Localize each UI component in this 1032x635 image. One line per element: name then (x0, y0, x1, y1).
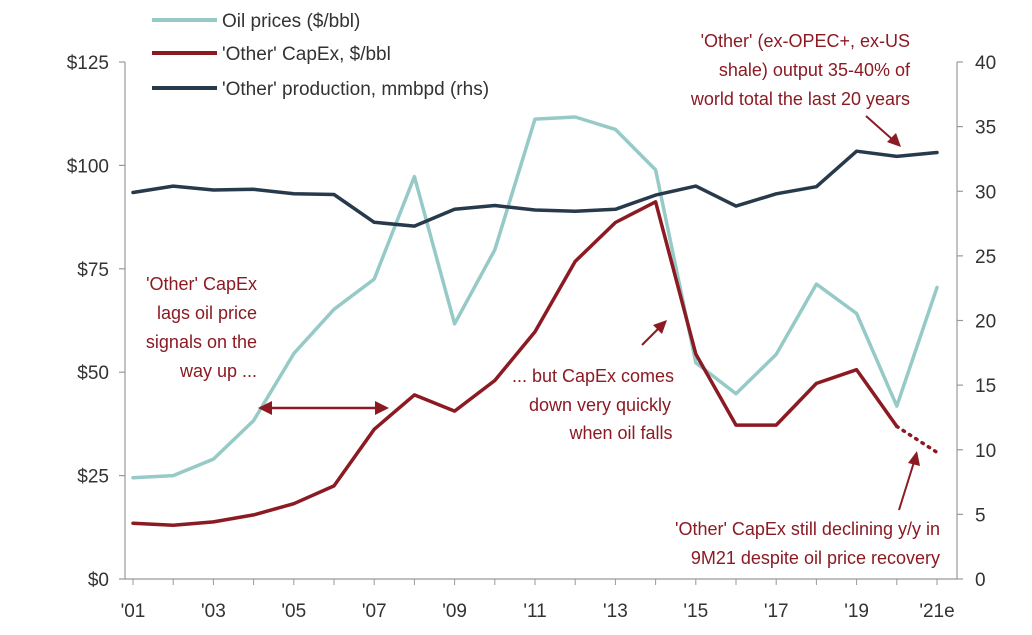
legend-label-production: 'Other' production, mmbpd (rhs) (222, 79, 489, 100)
annotation-capex-declining: 'Other' CapEx still declining y/y in 9M2… (675, 451, 940, 568)
annotation-line: 'Other' CapEx (146, 274, 257, 294)
right-tick-label: 5 (975, 505, 986, 526)
right-tick-label: 0 (975, 570, 986, 591)
legend-label-capex: 'Other' CapEx, $/bbl (222, 44, 391, 65)
annotation-capex-lags: 'Other' CapEx lags oil price signals on … (146, 274, 389, 415)
right-axis: 0 5 10 15 20 25 30 35 40 (956, 53, 996, 591)
series-line-0 (131, 115, 939, 480)
series-layer (131, 115, 939, 527)
annotation-line: lags oil price (157, 303, 257, 323)
right-tick-label: 25 (975, 247, 996, 268)
x-tick-label: '13 (603, 601, 628, 622)
x-tick-label: '17 (764, 601, 789, 622)
right-tick-label: 20 (975, 312, 996, 333)
left-tick-label: $50 (77, 363, 109, 384)
left-tick-label: $0 (88, 570, 109, 591)
x-tick-label: '21e (919, 601, 954, 622)
left-tick-label: $100 (67, 156, 109, 177)
x-tick-label: '11 (523, 601, 546, 622)
annotation-line: ... but CapEx comes (512, 366, 674, 386)
annotation-line: shale) output 35-40% of (719, 60, 911, 80)
annotation-output-share: 'Other' (ex-OPEC+, ex-US shale) output 3… (690, 31, 911, 147)
legend-label-oil: Oil prices ($/bbl) (222, 11, 360, 32)
left-tick-label: $75 (77, 260, 109, 281)
annotation-line: world total the last 20 years (690, 89, 910, 109)
x-tick-label: '09 (442, 601, 467, 622)
annotation-line: 9M21 despite oil price recovery (691, 548, 940, 568)
arrow-up-right (641, 320, 667, 346)
right-tick-label: 15 (975, 376, 996, 397)
annotation-line: way up ... (179, 361, 257, 381)
legend: Oil prices ($/bbl) 'Other' CapEx, $/bbl … (152, 11, 489, 100)
right-tick-label: 35 (975, 118, 996, 139)
annotation-line: signals on the (146, 332, 257, 352)
right-tick-label: 10 (975, 441, 996, 462)
right-tick-label: 30 (975, 182, 996, 203)
left-tick-label: $25 (77, 467, 109, 488)
x-tick-label: '07 (362, 601, 387, 622)
annotation-line: down very quickly (529, 395, 671, 415)
annotation-line: 'Other' (ex-OPEC+, ex-US (701, 31, 910, 51)
legend-item-production: 'Other' production, mmbpd (rhs) (152, 79, 489, 100)
x-tick-label: '15 (683, 601, 708, 622)
x-tick-label: '03 (201, 601, 226, 622)
x-tick-label: '01 (121, 601, 146, 622)
annotation-line: 'Other' CapEx still declining y/y in (675, 519, 940, 539)
arrow-down-right (865, 115, 901, 147)
series-line-1 (131, 200, 899, 527)
series-line-3 (131, 149, 939, 228)
series-line-2 (895, 424, 939, 455)
legend-item-oil: Oil prices ($/bbl) (152, 11, 360, 32)
arrow-up (898, 451, 920, 511)
x-tick-label: '19 (844, 601, 869, 622)
left-tick-label: $125 (67, 53, 109, 74)
x-axis: '01 '03 '05 '07 '09 '11 '13 '15 '17 '19 '21e (121, 578, 957, 622)
left-axis: $0 $25 $50 $75 $100 $125 (67, 53, 126, 591)
annotation-line: when oil falls (568, 423, 672, 443)
legend-item-capex: 'Other' CapEx, $/bbl (152, 44, 391, 65)
double-arrow (258, 401, 389, 415)
annotation-capex-falls: ... but CapEx comes down very quickly wh… (512, 320, 674, 443)
right-tick-label: 40 (975, 53, 996, 74)
x-tick-label: '05 (281, 601, 306, 622)
